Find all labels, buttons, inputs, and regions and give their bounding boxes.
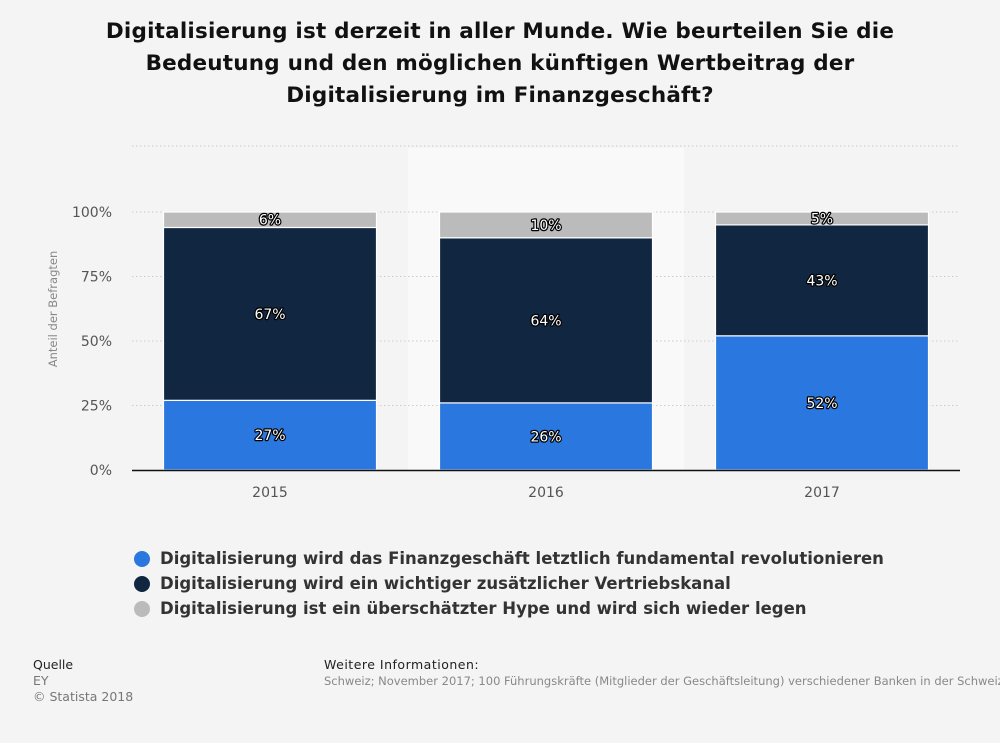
legend-item-hype[interactable]: Digitalisierung ist ein überschätzter Hy… xyxy=(134,596,884,621)
data-label: 26% xyxy=(530,429,561,445)
data-label: 64% xyxy=(530,313,561,329)
y-tick-label: 0% xyxy=(90,463,112,479)
x-tick-label: 2017 xyxy=(804,485,840,501)
bar-segment xyxy=(714,211,930,226)
legend-item-revolution[interactable]: Digitalisierung wird das Finanzgeschäft … xyxy=(134,546,884,571)
source-block: Quelle EY © Statista 2018 xyxy=(33,657,133,705)
bar-segment xyxy=(714,335,930,471)
info-block: Weitere Informationen: Schweiz; November… xyxy=(324,657,1000,689)
y-tick-label: 75% xyxy=(81,270,112,286)
legend-item-vertrieb[interactable]: Digitalisierung wird ein wichtiger zusät… xyxy=(134,571,884,596)
info-heading[interactable]: Weitere Informationen: xyxy=(324,657,480,672)
x-tick-label: 2015 xyxy=(252,485,288,501)
x-tick-label: 2016 xyxy=(528,485,564,501)
y-tick-label: 50% xyxy=(81,334,112,350)
y-tick-label: 25% xyxy=(81,399,112,415)
bar-segment xyxy=(438,237,654,404)
source-name: EY xyxy=(33,673,49,688)
copyright: © Statista 2018 xyxy=(33,689,134,704)
y-tick-label: 100% xyxy=(72,205,112,221)
stacked-bar-chart: 0% 25% 50% 75% 100% Anteil der Befragten 27% 67… xyxy=(46,145,960,501)
data-label: 52% xyxy=(806,396,837,412)
bar-segment xyxy=(438,211,654,239)
legend-label: Digitalisierung wird ein wichtiger zusät… xyxy=(160,574,731,593)
legend-marker-vertrieb xyxy=(134,575,150,592)
legend-label: Digitalisierung ist ein überschätzter Hy… xyxy=(160,599,807,618)
legend-marker-hype xyxy=(134,600,150,617)
legend-label: Digitalisierung wird das Finanzgeschäft … xyxy=(160,549,884,568)
bar-segment xyxy=(162,211,378,229)
bar-segment xyxy=(162,226,378,401)
data-label: 27% xyxy=(254,428,285,444)
y-axis-label: Anteil der Befragten xyxy=(46,251,60,368)
source-heading[interactable]: Quelle xyxy=(33,657,74,672)
chart-title: Digitalisierung ist derzeit in aller Mun… xyxy=(105,19,895,108)
data-label: 67% xyxy=(254,307,285,323)
data-label: 43% xyxy=(806,273,837,289)
legend: Digitalisierung wird das Finanzgeschäft … xyxy=(134,546,884,621)
data-label: 6% xyxy=(259,213,281,229)
legend-marker-revolution xyxy=(134,550,150,567)
bar-segment xyxy=(162,399,378,471)
info-text: Schweiz; November 2017; 100 Führungskräf… xyxy=(324,674,1000,688)
data-label: 5% xyxy=(811,211,833,227)
bar-segment xyxy=(438,402,654,471)
data-label: 10% xyxy=(530,218,561,234)
